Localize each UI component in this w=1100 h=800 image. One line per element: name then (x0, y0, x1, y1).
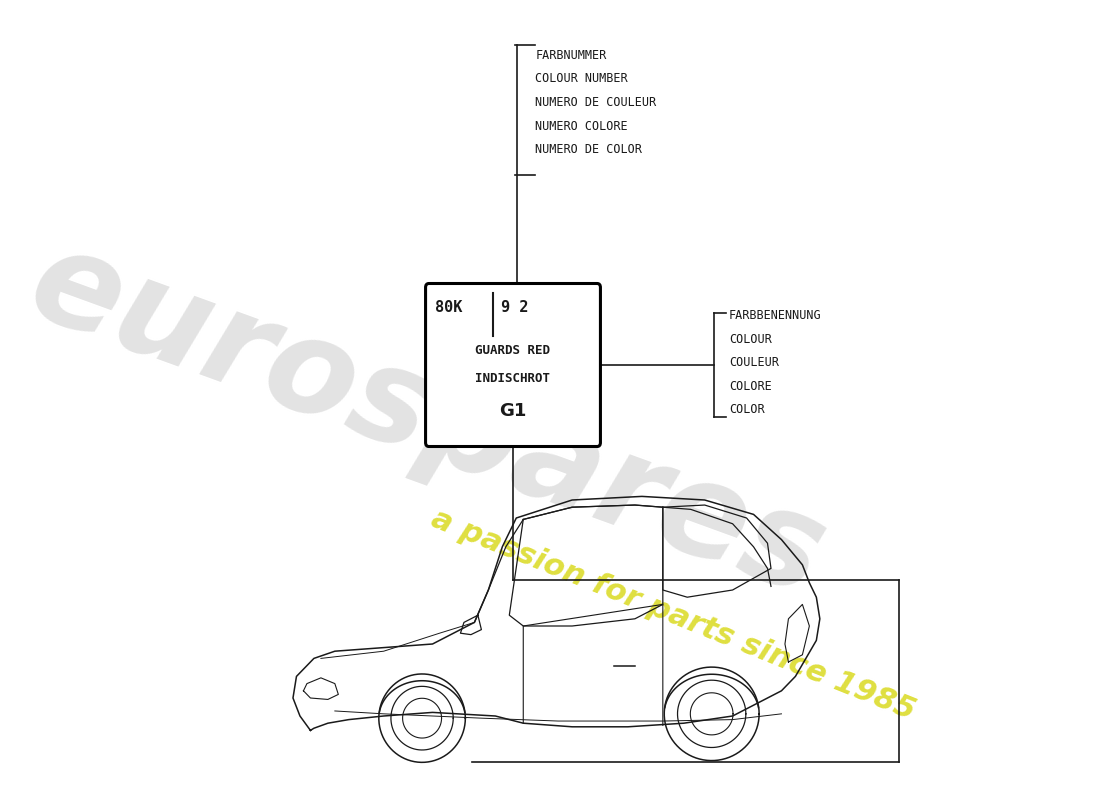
Text: FARBBENENNUNG: FARBBENENNUNG (729, 309, 822, 322)
Text: INDISCHROT: INDISCHROT (475, 373, 550, 386)
Text: 9 2: 9 2 (502, 299, 528, 314)
Text: COLOR: COLOR (729, 403, 764, 416)
Text: COULEUR: COULEUR (729, 356, 779, 369)
Text: COLOUR NUMBER: COLOUR NUMBER (536, 73, 628, 86)
Text: NUMERO DE COULEUR: NUMERO DE COULEUR (536, 96, 657, 109)
Text: NUMERO COLORE: NUMERO COLORE (536, 119, 628, 133)
Text: a passion for parts since 1985: a passion for parts since 1985 (427, 504, 920, 726)
Text: COLOUR: COLOUR (729, 333, 772, 346)
Text: NUMERO DE COLOR: NUMERO DE COLOR (536, 143, 642, 156)
Text: FARBNUMMER: FARBNUMMER (536, 49, 606, 62)
Text: eurospares: eurospares (13, 218, 840, 622)
Text: GUARDS RED: GUARDS RED (475, 343, 550, 357)
Text: G1: G1 (499, 402, 527, 420)
Text: COLORE: COLORE (729, 379, 772, 393)
Text: 80K: 80K (436, 299, 463, 314)
FancyBboxPatch shape (426, 283, 601, 446)
